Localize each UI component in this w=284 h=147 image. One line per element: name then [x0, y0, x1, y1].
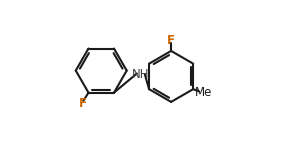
Text: Me: Me — [195, 86, 212, 99]
Text: F: F — [79, 97, 87, 110]
Text: NH: NH — [132, 68, 149, 81]
Text: F: F — [167, 34, 175, 47]
